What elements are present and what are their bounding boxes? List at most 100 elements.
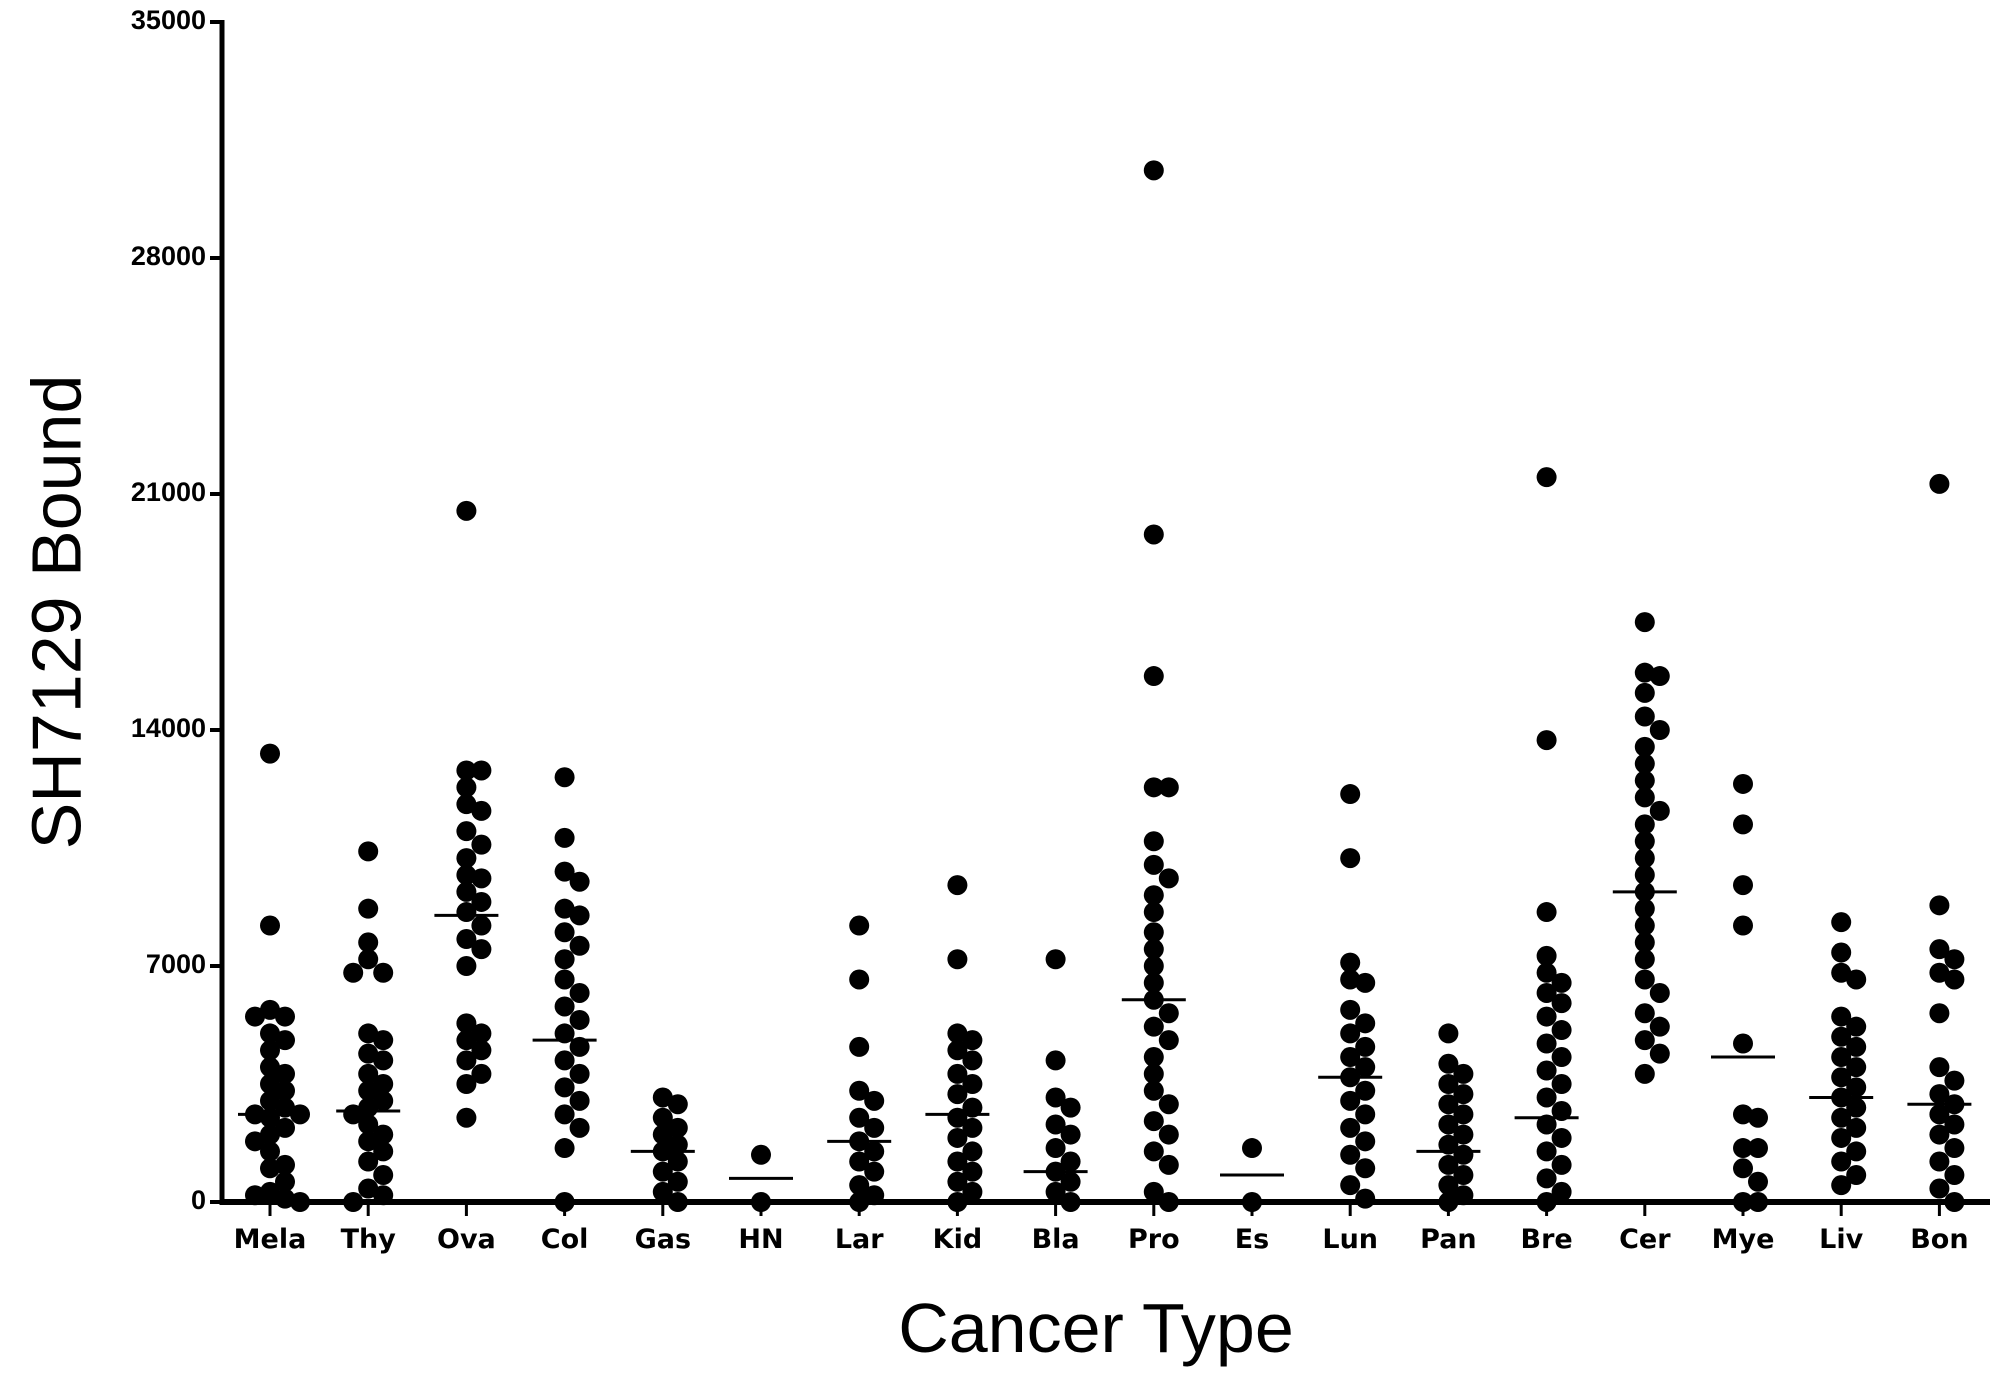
data-point: [358, 898, 379, 919]
data-point: [275, 1117, 295, 1138]
data-point: [652, 1107, 673, 1128]
data-point: [260, 1181, 280, 1202]
data-point: [1355, 972, 1376, 993]
data-point: [1551, 1100, 1572, 1121]
data-point: [1634, 706, 1655, 727]
data-point: [1060, 1171, 1081, 1192]
data-point: [1438, 1192, 1459, 1212]
data-point: [1143, 160, 1164, 181]
data-point: [962, 1117, 983, 1138]
data-point: [456, 821, 477, 842]
data-point: [1438, 1114, 1459, 1135]
data-point: [1551, 1020, 1572, 1041]
data-point: [947, 1171, 968, 1192]
data-point: [1846, 1036, 1867, 1057]
data-point: [1846, 1077, 1867, 1098]
data-point: [456, 1030, 477, 1051]
data-point: [275, 1063, 295, 1084]
x-tick-label: Pan: [1420, 1224, 1477, 1255]
data-point: [1929, 473, 1950, 494]
data-point: [1733, 1138, 1753, 1159]
data-point: [1536, 730, 1557, 751]
data-point: [751, 1192, 771, 1212]
data-point: [358, 1131, 379, 1152]
x-tick-label: Cer: [1619, 1224, 1671, 1255]
data-point: [1143, 1063, 1164, 1084]
data-point: [260, 1057, 280, 1078]
data-point: [1634, 898, 1655, 919]
data-point: [1733, 1104, 1753, 1125]
data-point: [1536, 982, 1557, 1003]
data-point: [1060, 1151, 1081, 1172]
data-point: [1748, 1138, 1768, 1159]
y-tick-label: 0: [191, 1185, 206, 1215]
data-point: [1340, 1047, 1361, 1068]
data-point: [1045, 1138, 1066, 1159]
data-point: [667, 1117, 688, 1138]
data-point: [1536, 962, 1557, 983]
data-point: [1551, 993, 1572, 1014]
data-point: [1748, 1171, 1768, 1192]
data-point: [947, 1023, 968, 1044]
data-point: [1944, 1070, 1965, 1091]
data-point: [1143, 885, 1164, 906]
data-point: [1143, 1141, 1164, 1162]
data-point: [1340, 1090, 1361, 1111]
data-point: [1340, 969, 1361, 990]
data-point: [1158, 1192, 1179, 1212]
data-point: [471, 868, 492, 889]
data-point: [260, 1074, 280, 1094]
x-tick-label: Mye: [1712, 1224, 1775, 1255]
data-point: [1929, 1104, 1950, 1125]
data-point: [1143, 1047, 1164, 1068]
data-point: [1045, 1114, 1066, 1135]
data-point: [456, 794, 477, 815]
data-point: [1536, 1114, 1557, 1135]
data-point: [1831, 1127, 1852, 1148]
data-point: [260, 1124, 280, 1145]
data-point: [554, 1050, 575, 1071]
data-point: [1649, 982, 1670, 1003]
data-point: [569, 871, 590, 892]
data-point: [1634, 831, 1655, 852]
data-point: [849, 969, 870, 990]
data-point: [667, 1171, 688, 1192]
data-point: [1831, 1151, 1852, 1172]
data-point: [275, 1154, 295, 1175]
data-point: [456, 777, 477, 798]
x-tick-label: Ova: [437, 1224, 496, 1255]
data-point: [1060, 1192, 1081, 1212]
data-point: [1143, 1016, 1164, 1037]
data-point: [1340, 1175, 1361, 1196]
data-point: [1831, 1047, 1852, 1068]
data-point: [947, 949, 968, 970]
data-point: [260, 1158, 280, 1179]
data-point: [1242, 1192, 1262, 1212]
data-point: [1143, 854, 1164, 875]
data-point: [1536, 467, 1557, 488]
data-point: [1944, 949, 1965, 970]
data-point: [1355, 1158, 1376, 1179]
data-point: [1453, 1063, 1474, 1084]
data-point: [358, 1151, 379, 1172]
data-point: [1846, 1016, 1867, 1037]
x-tick-label: Bon: [1910, 1224, 1968, 1255]
data-point: [1438, 1175, 1459, 1196]
data-point: [569, 1036, 590, 1057]
data-point: [1551, 1047, 1572, 1068]
data-point: [1536, 1006, 1557, 1027]
data-point: [1929, 1151, 1950, 1172]
data-point: [667, 1192, 688, 1212]
data-point: [1355, 1057, 1376, 1078]
data-point: [456, 500, 477, 521]
data-point: [373, 1141, 394, 1162]
data-point: [652, 1161, 673, 1182]
data-point: [1929, 895, 1950, 916]
data-point: [1158, 1003, 1179, 1024]
x-tick-label: Thy: [341, 1224, 397, 1255]
data-point: [1944, 969, 1965, 990]
data-point: [1340, 999, 1361, 1020]
data-point: [245, 1185, 265, 1206]
data-point: [751, 1144, 771, 1165]
data-point: [1944, 1114, 1965, 1135]
